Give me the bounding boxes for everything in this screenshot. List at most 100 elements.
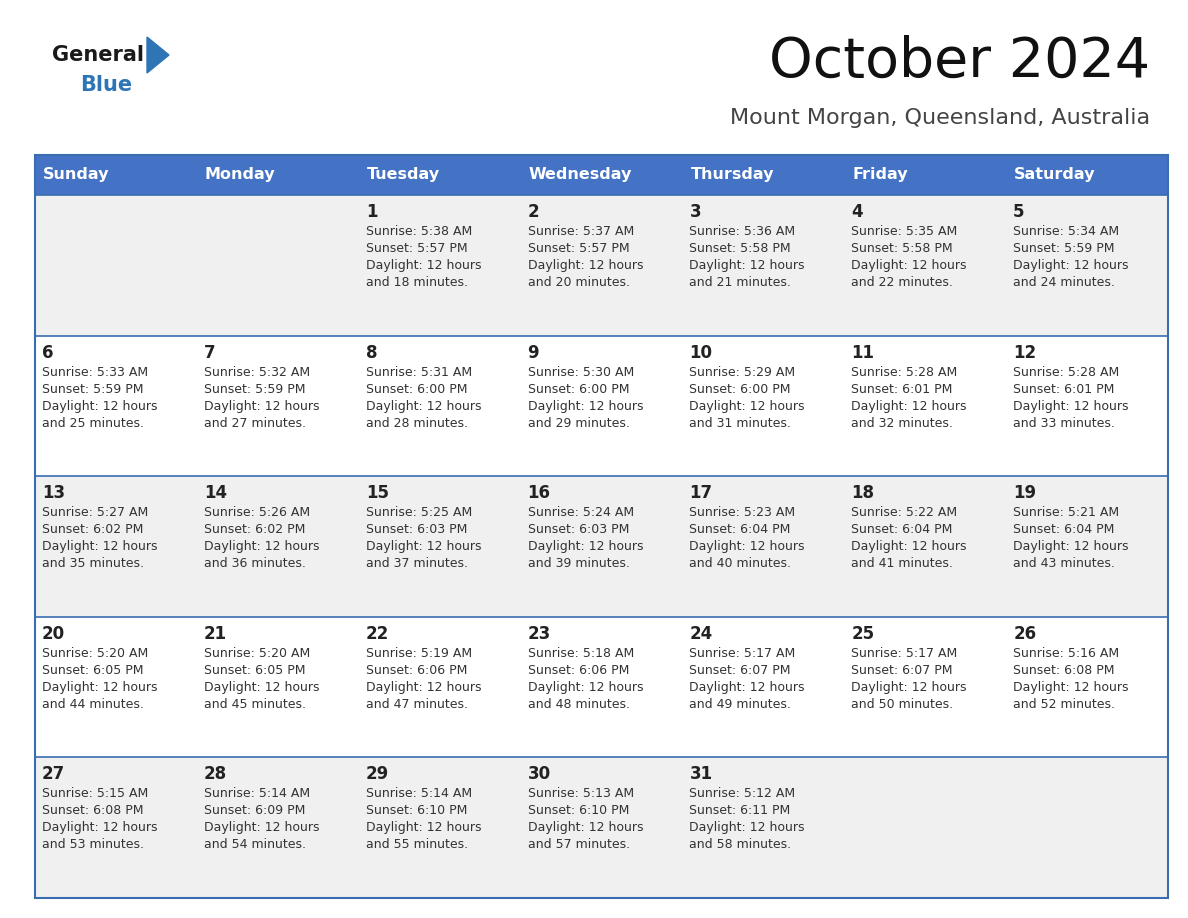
Text: and 53 minutes.: and 53 minutes. (42, 838, 144, 851)
Text: 30: 30 (527, 766, 551, 783)
Text: Daylight: 12 hours: Daylight: 12 hours (689, 399, 805, 412)
Text: Sunrise: 5:13 AM: Sunrise: 5:13 AM (527, 788, 633, 800)
Text: Tuesday: Tuesday (367, 167, 440, 183)
Text: Sunset: 6:02 PM: Sunset: 6:02 PM (204, 523, 305, 536)
Text: 28: 28 (204, 766, 227, 783)
Text: Sunrise: 5:37 AM: Sunrise: 5:37 AM (527, 225, 634, 238)
Text: 26: 26 (1013, 625, 1036, 643)
Text: Blue: Blue (80, 75, 132, 95)
Text: 16: 16 (527, 484, 550, 502)
Text: and 58 minutes.: and 58 minutes. (689, 838, 791, 851)
Text: 2: 2 (527, 203, 539, 221)
Text: Sunrise: 5:34 AM: Sunrise: 5:34 AM (1013, 225, 1119, 238)
Text: Daylight: 12 hours: Daylight: 12 hours (852, 399, 967, 412)
Text: Daylight: 12 hours: Daylight: 12 hours (852, 259, 967, 272)
Text: Sunrise: 5:26 AM: Sunrise: 5:26 AM (204, 506, 310, 520)
Text: Sunrise: 5:23 AM: Sunrise: 5:23 AM (689, 506, 796, 520)
Bar (34, 617, 1168, 757)
Text: Daylight: 12 hours: Daylight: 12 hours (852, 540, 967, 554)
Text: Daylight: 12 hours: Daylight: 12 hours (689, 540, 805, 554)
Text: and 41 minutes.: and 41 minutes. (852, 557, 953, 570)
Bar (34, 155, 1168, 195)
Bar (34, 155, 1168, 898)
Text: and 44 minutes.: and 44 minutes. (42, 698, 144, 711)
Text: Daylight: 12 hours: Daylight: 12 hours (204, 540, 320, 554)
Text: 23: 23 (527, 625, 551, 643)
Text: Sunset: 6:02 PM: Sunset: 6:02 PM (42, 523, 144, 536)
Text: Daylight: 12 hours: Daylight: 12 hours (1013, 259, 1129, 272)
Text: Sunrise: 5:28 AM: Sunrise: 5:28 AM (1013, 365, 1119, 378)
Text: Sunset: 5:57 PM: Sunset: 5:57 PM (527, 242, 630, 255)
Text: Sunrise: 5:14 AM: Sunrise: 5:14 AM (204, 788, 310, 800)
Text: Sunset: 6:10 PM: Sunset: 6:10 PM (527, 804, 628, 817)
Text: Sunrise: 5:15 AM: Sunrise: 5:15 AM (42, 788, 148, 800)
Text: Daylight: 12 hours: Daylight: 12 hours (204, 822, 320, 834)
Polygon shape (147, 37, 169, 73)
Text: Daylight: 12 hours: Daylight: 12 hours (527, 399, 643, 412)
Text: General: General (52, 45, 144, 65)
Text: Daylight: 12 hours: Daylight: 12 hours (689, 681, 805, 694)
Text: and 47 minutes.: and 47 minutes. (366, 698, 468, 711)
Text: Sunset: 6:04 PM: Sunset: 6:04 PM (689, 523, 791, 536)
Text: Daylight: 12 hours: Daylight: 12 hours (1013, 540, 1129, 554)
Text: Daylight: 12 hours: Daylight: 12 hours (689, 259, 805, 272)
Bar (34, 476, 1168, 617)
Text: Sunrise: 5:17 AM: Sunrise: 5:17 AM (852, 647, 958, 660)
Text: Sunrise: 5:17 AM: Sunrise: 5:17 AM (689, 647, 796, 660)
Text: Sunset: 6:01 PM: Sunset: 6:01 PM (1013, 383, 1114, 396)
Text: 14: 14 (204, 484, 227, 502)
Text: and 20 minutes.: and 20 minutes. (527, 276, 630, 289)
Text: Sunset: 5:59 PM: Sunset: 5:59 PM (204, 383, 305, 396)
Text: Daylight: 12 hours: Daylight: 12 hours (527, 822, 643, 834)
Text: Sunrise: 5:27 AM: Sunrise: 5:27 AM (42, 506, 148, 520)
Text: Sunset: 6:06 PM: Sunset: 6:06 PM (366, 664, 467, 677)
Text: and 40 minutes.: and 40 minutes. (689, 557, 791, 570)
Text: and 18 minutes.: and 18 minutes. (366, 276, 468, 289)
Text: and 28 minutes.: and 28 minutes. (366, 417, 468, 430)
Text: Sunset: 6:06 PM: Sunset: 6:06 PM (527, 664, 628, 677)
Text: Friday: Friday (852, 167, 908, 183)
Text: Sunrise: 5:29 AM: Sunrise: 5:29 AM (689, 365, 796, 378)
Text: 1: 1 (366, 203, 378, 221)
Text: 10: 10 (689, 343, 713, 362)
Text: Daylight: 12 hours: Daylight: 12 hours (366, 822, 481, 834)
Text: 5: 5 (1013, 203, 1024, 221)
Text: 29: 29 (366, 766, 388, 783)
Text: and 50 minutes.: and 50 minutes. (852, 698, 954, 711)
Text: Saturday: Saturday (1015, 167, 1095, 183)
Text: Sunrise: 5:14 AM: Sunrise: 5:14 AM (366, 788, 472, 800)
Bar (34, 336, 1168, 476)
Text: and 57 minutes.: and 57 minutes. (527, 838, 630, 851)
Text: Sunrise: 5:18 AM: Sunrise: 5:18 AM (527, 647, 634, 660)
Bar (34, 195, 1168, 336)
Text: and 43 minutes.: and 43 minutes. (1013, 557, 1116, 570)
Text: Sunset: 6:05 PM: Sunset: 6:05 PM (42, 664, 144, 677)
Text: Daylight: 12 hours: Daylight: 12 hours (527, 259, 643, 272)
Text: Sunset: 6:08 PM: Sunset: 6:08 PM (42, 804, 144, 817)
Text: Sunset: 5:58 PM: Sunset: 5:58 PM (852, 242, 953, 255)
Text: Sunset: 6:03 PM: Sunset: 6:03 PM (366, 523, 467, 536)
Text: and 25 minutes.: and 25 minutes. (42, 417, 144, 430)
Text: Sunrise: 5:30 AM: Sunrise: 5:30 AM (527, 365, 634, 378)
Text: Sunset: 6:00 PM: Sunset: 6:00 PM (527, 383, 630, 396)
Text: and 24 minutes.: and 24 minutes. (1013, 276, 1116, 289)
Text: Wednesday: Wednesday (529, 167, 632, 183)
Text: Daylight: 12 hours: Daylight: 12 hours (527, 681, 643, 694)
Text: 31: 31 (689, 766, 713, 783)
Text: 19: 19 (1013, 484, 1036, 502)
Text: Sunday: Sunday (43, 167, 109, 183)
Text: 22: 22 (366, 625, 388, 643)
Text: Sunset: 6:04 PM: Sunset: 6:04 PM (852, 523, 953, 536)
Text: Daylight: 12 hours: Daylight: 12 hours (852, 681, 967, 694)
Text: October 2024: October 2024 (769, 35, 1150, 89)
Text: Sunrise: 5:20 AM: Sunrise: 5:20 AM (42, 647, 148, 660)
Text: Sunset: 5:59 PM: Sunset: 5:59 PM (42, 383, 144, 396)
Text: Sunset: 6:00 PM: Sunset: 6:00 PM (689, 383, 791, 396)
Text: Daylight: 12 hours: Daylight: 12 hours (527, 540, 643, 554)
Text: Sunset: 6:11 PM: Sunset: 6:11 PM (689, 804, 791, 817)
Text: Sunset: 6:01 PM: Sunset: 6:01 PM (852, 383, 953, 396)
Text: Daylight: 12 hours: Daylight: 12 hours (366, 681, 481, 694)
Text: Sunset: 5:59 PM: Sunset: 5:59 PM (1013, 242, 1114, 255)
Text: Sunset: 6:10 PM: Sunset: 6:10 PM (366, 804, 467, 817)
Text: and 35 minutes.: and 35 minutes. (42, 557, 144, 570)
